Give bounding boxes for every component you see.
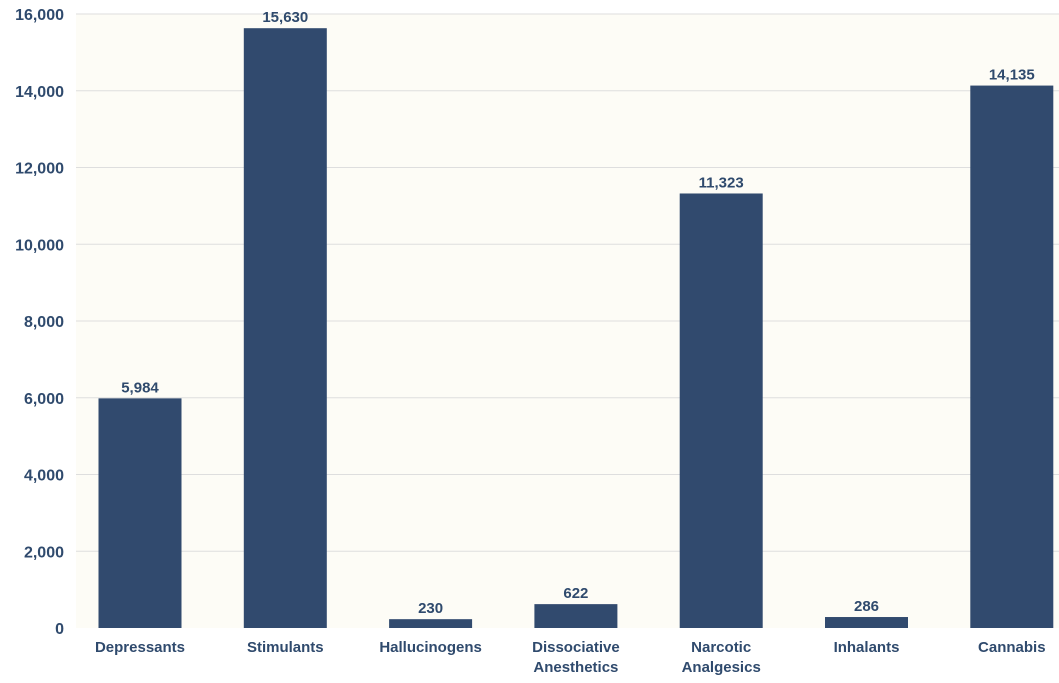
bar (679, 193, 763, 629)
y-tick-label: 12,000 (15, 161, 64, 178)
x-category-label: Depressants (95, 639, 185, 656)
data-label: 286 (854, 598, 879, 615)
bar (98, 398, 182, 628)
data-label: 5,984 (121, 379, 159, 396)
y-tick-label: 4,000 (24, 468, 64, 485)
y-axis-tick-labels: 0 2,000 4,000 6,000 8,000 10,000 12,000 14,000 1… (15, 7, 64, 638)
data-label: 15,630 (262, 9, 308, 26)
x-category-label: Hallucinogens (379, 639, 482, 656)
y-tick-label: 6,000 (24, 391, 64, 408)
data-label: 11,323 (699, 174, 744, 191)
x-category-label: Stimulants (247, 639, 324, 656)
bar (825, 617, 908, 628)
y-tick-label: 10,000 (15, 237, 64, 254)
bar (970, 85, 1054, 628)
bar (534, 604, 618, 628)
x-category-label: Inhalants (834, 639, 900, 656)
data-label: 14,135 (989, 67, 1035, 84)
bar (389, 619, 473, 628)
y-tick-label: 14,000 (15, 84, 64, 101)
y-tick-label: 0 (55, 621, 64, 638)
y-tick-label: 2,000 (24, 544, 64, 561)
data-label: 230 (418, 600, 443, 617)
x-category-label: Narcotic Analgesics (682, 639, 761, 676)
x-category-label: Dissociative Anesthetics (532, 639, 620, 676)
y-tick-label: 8,000 (24, 314, 64, 331)
x-category-label: Cannabis (978, 639, 1046, 656)
bar (243, 28, 327, 629)
y-tick-label: 16,000 (15, 7, 64, 24)
bars (98, 28, 1054, 629)
gridlines (76, 13, 1059, 552)
x-axis-category-labels: Depressants Stimulants Hallucinogens Dissoc… (95, 639, 1046, 676)
data-label: 622 (563, 585, 588, 602)
data-labels: 5,984 15,630 230 622 11,323 286 14,135 (121, 9, 1035, 617)
